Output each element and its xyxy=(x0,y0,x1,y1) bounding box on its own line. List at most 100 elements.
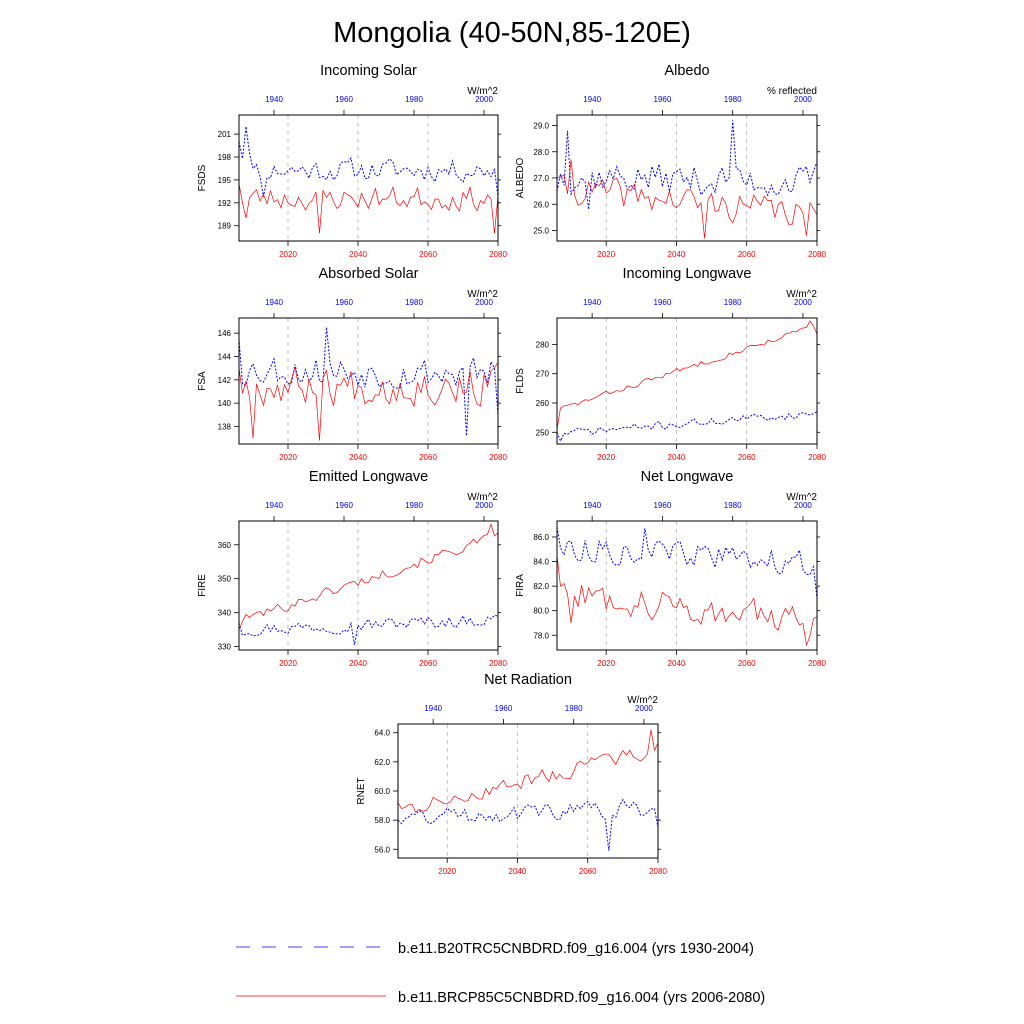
bottom-tick-label: 2060 xyxy=(738,250,756,259)
plot-frame xyxy=(556,317,818,445)
top-tick-label: 2000 xyxy=(475,298,493,307)
panel-title: Absorbed Solar xyxy=(319,266,419,282)
bottom-tick-label: 2080 xyxy=(649,867,667,876)
top-tick-label: 1960 xyxy=(335,501,353,510)
top-tick-label: 1960 xyxy=(495,704,513,713)
y-tick-label: 78.0 xyxy=(533,631,549,640)
y-tick-label: 29.0 xyxy=(533,122,549,131)
future-series-line xyxy=(398,729,658,813)
y-tick-label: 189 xyxy=(218,222,232,231)
y-tick-label: 144 xyxy=(218,353,232,362)
y-tick-label: 26.0 xyxy=(533,200,549,209)
y-axis-label: FSA xyxy=(197,371,208,391)
chart-panel-2: Albedo % reflected ALBEDO 25.0 26.0 27.0 28.0 2… xyxy=(515,63,826,259)
historical-series-line xyxy=(398,798,658,851)
bottom-tick-label: 2020 xyxy=(597,453,615,462)
y-tick-label: 60.0 xyxy=(374,787,390,796)
y-tick-label: 198 xyxy=(218,153,232,162)
top-tick-label: 1940 xyxy=(583,501,601,510)
top-tick-label: 1960 xyxy=(654,298,672,307)
top-tick-label: 1980 xyxy=(405,95,423,104)
units-label: W/m^2 xyxy=(467,492,498,503)
historical-series-line xyxy=(239,614,498,645)
top-tick-label: 1940 xyxy=(583,298,601,307)
bottom-tick-label: 2020 xyxy=(597,250,615,259)
y-tick-label: 58.0 xyxy=(374,816,390,825)
panel-title: Incoming Solar xyxy=(320,63,417,79)
bottom-tick-label: 2060 xyxy=(419,659,437,668)
future-series-line xyxy=(239,362,498,441)
y-tick-label: 250 xyxy=(536,428,550,437)
bottom-tick-label: 2060 xyxy=(419,453,437,462)
bottom-tick-label: 2080 xyxy=(489,250,507,259)
bottom-tick-label: 2020 xyxy=(597,659,615,668)
top-tick-label: 1940 xyxy=(265,501,283,510)
top-tick-label: 1980 xyxy=(405,298,423,307)
plot-frame xyxy=(238,114,499,242)
y-tick-label: 84.0 xyxy=(533,558,549,567)
bottom-tick-label: 2020 xyxy=(279,453,297,462)
bottom-tick-label: 2060 xyxy=(738,453,756,462)
legend-historical-label: b.e11.B20TRC5CNBDRD.f09_g16.004 (yrs 193… xyxy=(398,941,754,957)
panel-title: Incoming Longwave xyxy=(623,266,752,282)
y-tick-label: 62.0 xyxy=(374,758,390,767)
top-tick-label: 2000 xyxy=(794,95,812,104)
y-tick-label: 25.0 xyxy=(533,227,549,236)
units-label: W/m^2 xyxy=(786,492,817,503)
y-tick-label: 80.0 xyxy=(533,607,549,616)
chart-panel-1: Incoming Solar W/m^2 FSDS 189 192 195 198 201 19… xyxy=(197,63,507,259)
y-axis-label: ALBEDO xyxy=(515,157,526,198)
bottom-tick-label: 2080 xyxy=(808,453,826,462)
plot-frame xyxy=(238,520,499,651)
legend: b.e11.B20TRC5CNBDRD.f09_g16.004 (yrs 193… xyxy=(236,941,765,1006)
y-axis-label: FIRA xyxy=(515,574,526,597)
bottom-tick-label: 2040 xyxy=(349,453,367,462)
plot-frame xyxy=(397,723,659,859)
bottom-tick-label: 2040 xyxy=(349,659,367,668)
y-tick-label: 360 xyxy=(218,541,232,550)
historical-series-line xyxy=(239,126,498,197)
y-tick-label: 86.0 xyxy=(533,533,549,542)
historical-series-line xyxy=(557,120,817,210)
units-label: W/m^2 xyxy=(786,289,817,300)
y-tick-label: 142 xyxy=(218,376,232,385)
y-tick-label: 140 xyxy=(218,399,232,408)
future-series-line xyxy=(557,555,817,647)
top-tick-label: 1980 xyxy=(724,501,742,510)
bottom-tick-label: 2040 xyxy=(668,659,686,668)
panel-title: Emitted Longwave xyxy=(309,469,428,485)
y-tick-label: 82.0 xyxy=(533,582,549,591)
top-tick-label: 2000 xyxy=(635,704,653,713)
top-tick-label: 1980 xyxy=(405,501,423,510)
y-tick-label: 28.0 xyxy=(533,148,549,157)
bottom-tick-label: 2080 xyxy=(808,659,826,668)
page-title: Mongolia (40-50N,85-120E) xyxy=(333,17,691,49)
y-tick-label: 350 xyxy=(218,575,232,584)
y-tick-label: 280 xyxy=(536,340,550,349)
chart-panel-5: Emitted Longwave W/m^2 FIRE 330 340 350 360 194… xyxy=(197,469,507,668)
units-label: % reflected xyxy=(767,86,817,97)
top-tick-label: 1940 xyxy=(424,704,442,713)
panel-title: Net Radiation xyxy=(484,672,572,688)
y-tick-label: 330 xyxy=(218,643,232,652)
units-label: W/m^2 xyxy=(627,695,658,706)
y-axis-label: FIRE xyxy=(197,574,208,597)
bottom-tick-label: 2040 xyxy=(509,867,527,876)
top-tick-label: 1980 xyxy=(565,704,583,713)
historical-series-line xyxy=(557,527,817,599)
plot-frame xyxy=(556,114,818,242)
top-tick-label: 1980 xyxy=(724,95,742,104)
bottom-tick-label: 2020 xyxy=(279,659,297,668)
bottom-tick-label: 2080 xyxy=(489,659,507,668)
chart-panel-7: Net Radiation W/m^2 RNET 56.0 58.0 60.0 62.0 64… xyxy=(356,672,667,876)
top-tick-label: 2000 xyxy=(475,95,493,104)
y-tick-label: 201 xyxy=(218,130,232,139)
y-tick-label: 56.0 xyxy=(374,845,390,854)
future-series-line xyxy=(239,523,498,630)
top-tick-label: 1960 xyxy=(654,501,672,510)
future-series-line xyxy=(557,320,817,430)
top-tick-label: 1940 xyxy=(265,298,283,307)
panel-title: Albedo xyxy=(664,63,709,79)
top-tick-label: 1960 xyxy=(335,95,353,104)
bottom-tick-label: 2060 xyxy=(579,867,597,876)
